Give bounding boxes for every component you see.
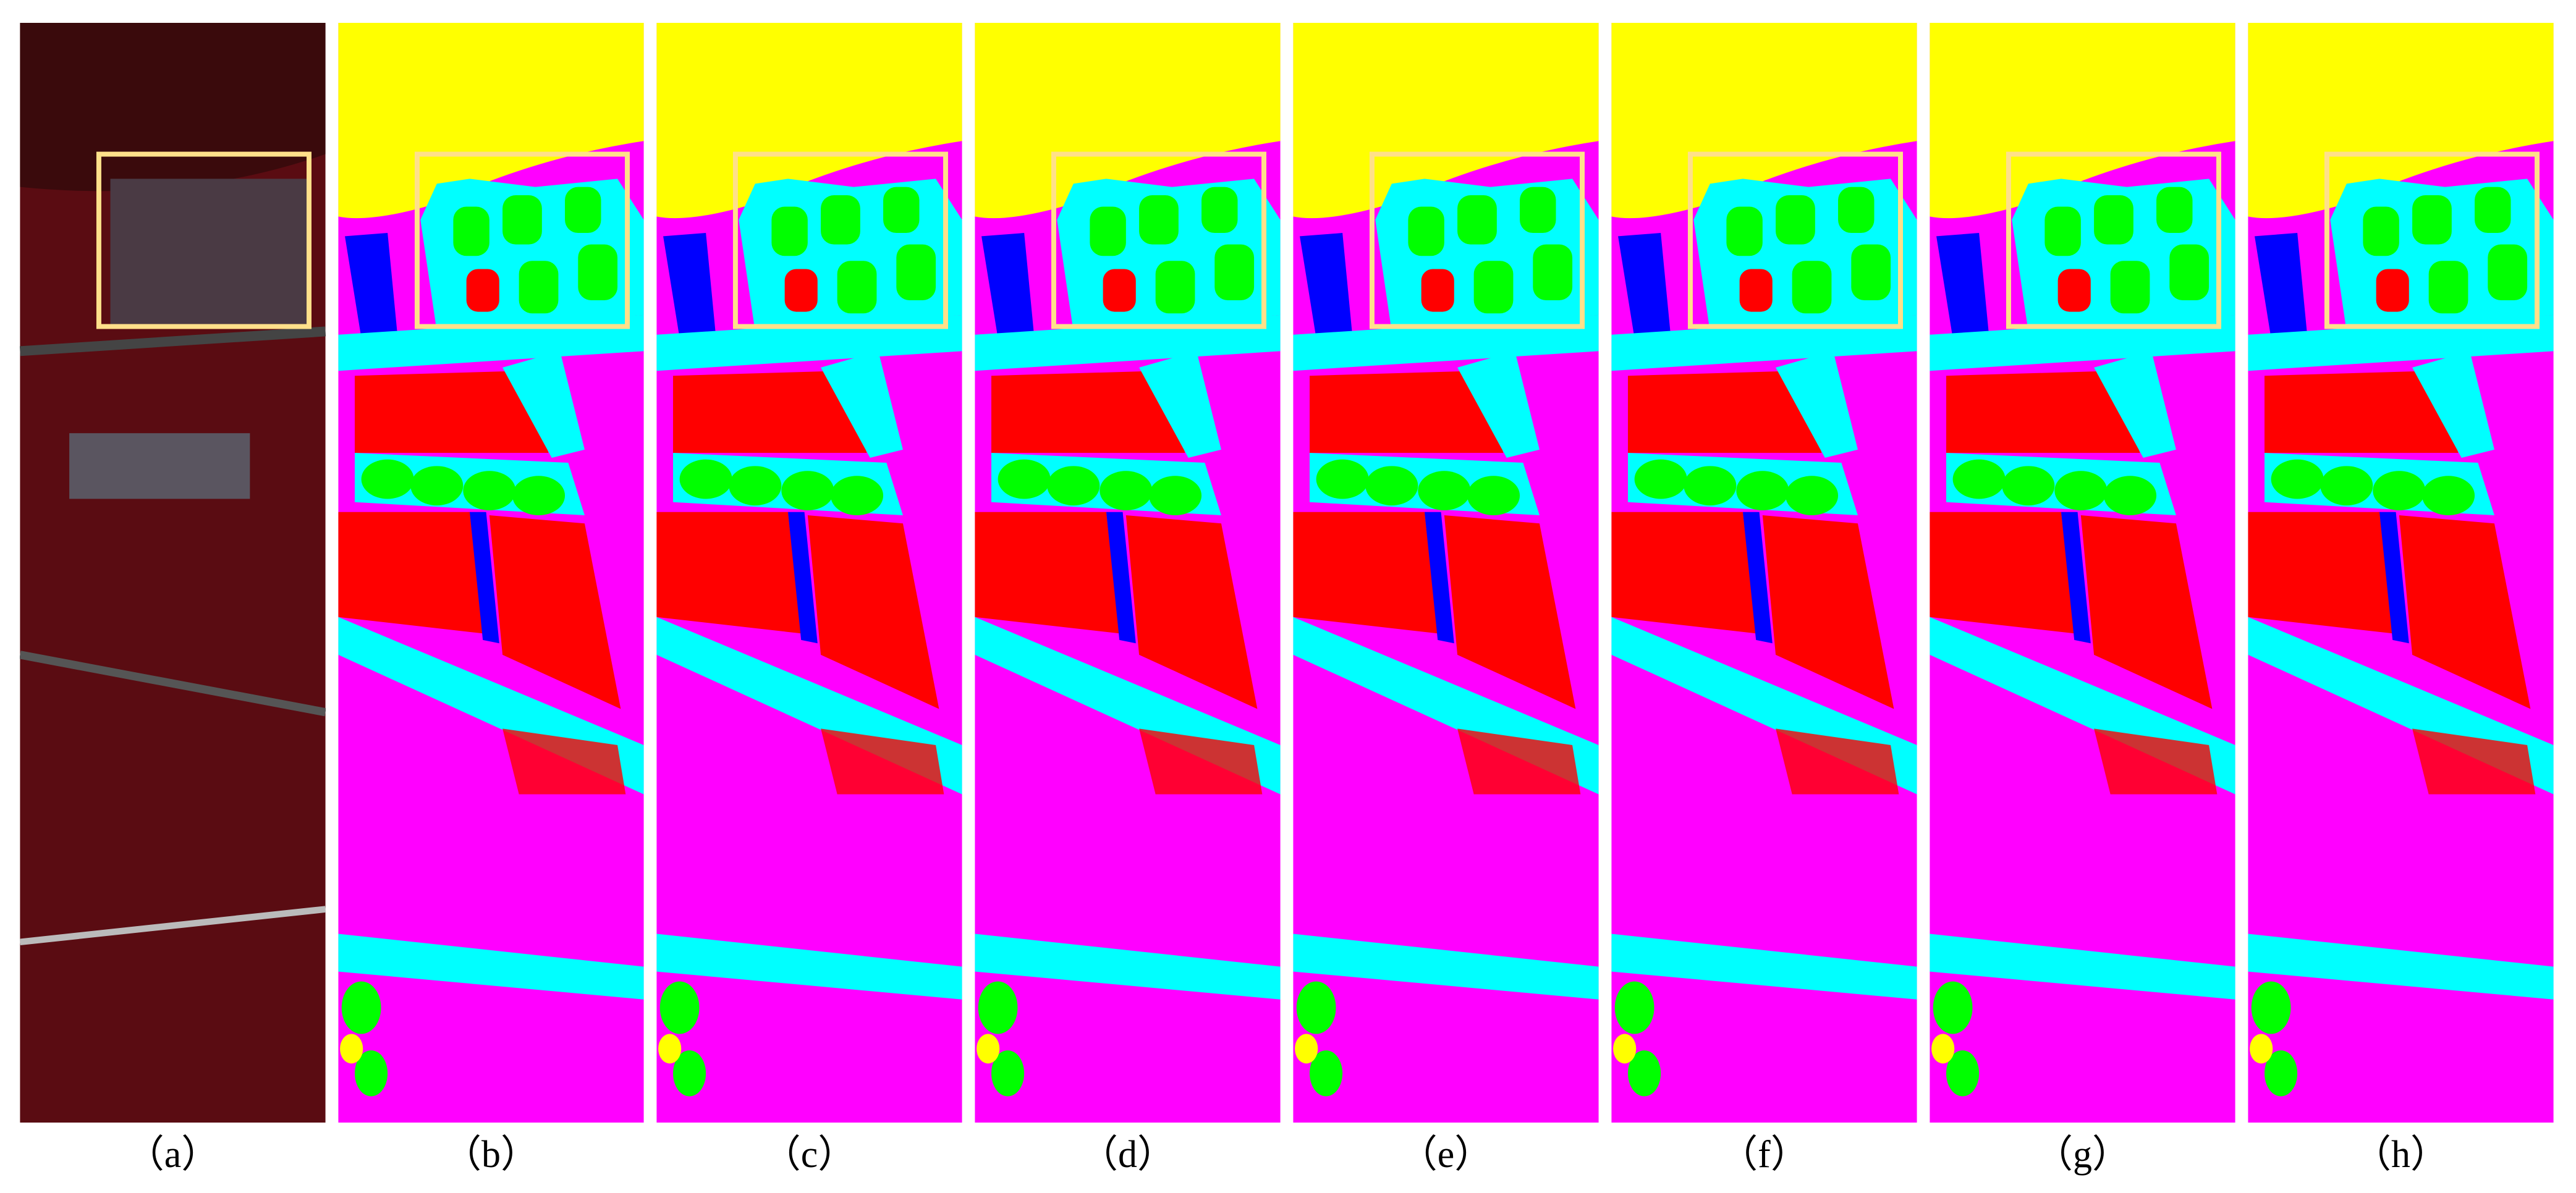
classification-map: [1611, 23, 1917, 1123]
panel-label: （b）: [443, 1134, 539, 1176]
rgb-image: [20, 23, 325, 1123]
panel-label: （h）: [2353, 1134, 2449, 1176]
panel-label: （e）: [1399, 1134, 1493, 1176]
classification-map: [2248, 23, 2553, 1123]
panel-label: （f）: [1719, 1134, 1809, 1176]
classification-map: [975, 23, 1280, 1123]
panel-label: （d）: [1080, 1134, 1176, 1176]
panel-label: （g）: [2035, 1134, 2130, 1176]
classification-map: [1930, 23, 2235, 1123]
classification-map: [338, 23, 643, 1123]
classification-map: [1293, 23, 1598, 1123]
panel-label: （c）: [763, 1134, 857, 1176]
classification-map: [656, 23, 962, 1123]
panel-label: （a）: [126, 1134, 220, 1176]
